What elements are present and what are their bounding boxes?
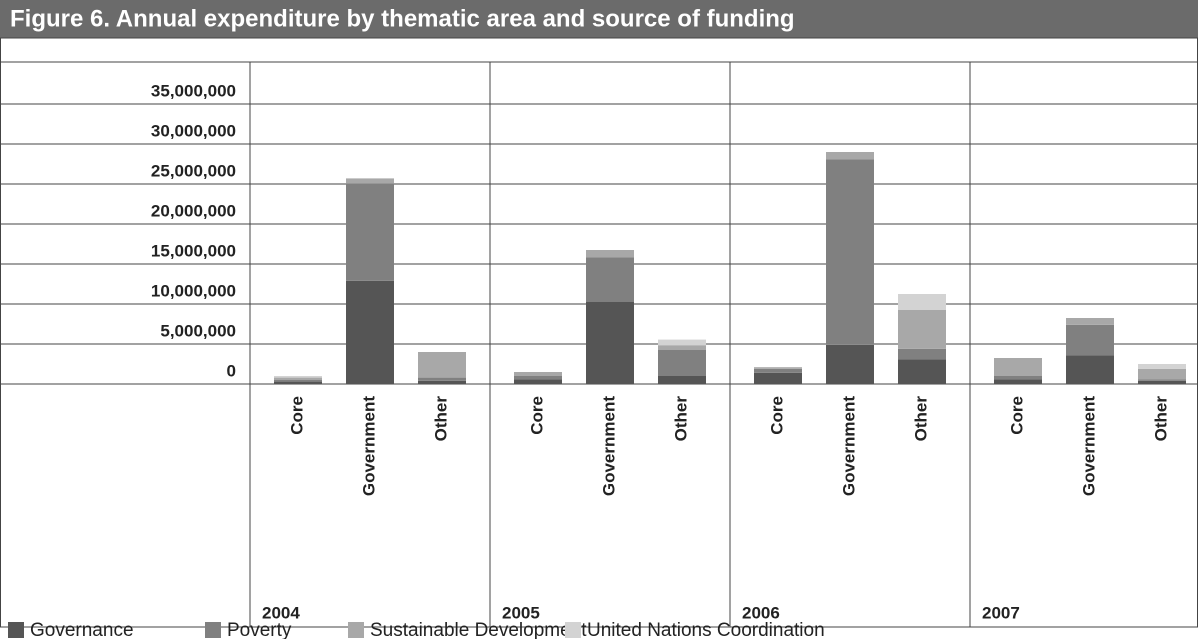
bar-segment [658,345,706,350]
bar-segment [418,380,466,384]
bar-segment [418,352,466,378]
bar-segment [754,367,802,369]
bar-segment [826,152,874,160]
bar-segment [586,250,634,258]
legend-label: Sustainable Development [370,620,587,639]
group-label: 2006 [742,603,780,622]
bar-segment [898,294,946,310]
bar-segment [274,380,322,382]
x-tick-label: Government [599,396,618,496]
bar-segment [1066,355,1114,384]
y-tick-label: 25,000,000 [151,161,236,180]
x-tick-label: Core [527,396,546,435]
legend-swatch [348,622,364,638]
bar-segment [826,344,874,384]
legend-swatch [8,622,24,638]
bar-segment [514,372,562,376]
bar-segment [994,358,1042,376]
bar-segment [1138,368,1186,380]
bar-segment [1138,380,1186,384]
x-tick-label: Government [839,396,858,496]
y-tick-label: 20,000,000 [151,201,236,220]
y-tick-label: 15,000,000 [151,241,236,260]
group-label: 2005 [502,603,540,622]
y-tick-label: 5,000,000 [160,321,236,340]
bar-segment [658,376,706,384]
legend-label: United Nations Coordination [587,620,825,639]
bar-segment [898,359,946,384]
x-tick-label: Government [1079,396,1098,496]
bar-segment [898,348,946,360]
bar-segment [1066,318,1114,325]
bar-segment [658,339,706,346]
bar-segment [754,372,802,384]
bar-segment [274,376,322,378]
x-tick-label: Core [767,396,786,435]
y-tick-label: 35,000,000 [151,81,236,100]
bar-segment [658,350,706,376]
bar-segment [346,183,394,281]
y-tick-label: 30,000,000 [151,121,236,140]
bar-segment [514,376,562,380]
bar-segment [994,379,1042,384]
bar-segment [1138,364,1186,369]
x-tick-label: Other [671,396,690,442]
x-tick-label: Core [287,396,306,435]
title-bar [0,0,1198,38]
x-tick-label: Government [359,396,378,496]
bar-segment [274,381,322,384]
bar-segment [274,377,322,380]
legend-label: Governance [30,620,134,639]
x-tick-label: Other [431,396,450,442]
bar-segment [418,377,466,381]
x-tick-label: Other [1151,396,1170,442]
legend-swatch [205,622,221,638]
bar-segment [586,302,634,384]
legend-swatch [565,622,581,638]
legend-label: Poverty [227,620,292,639]
group-label: 2007 [982,603,1020,622]
y-tick-label: 0 [227,361,236,380]
bar-segment [346,178,394,184]
x-tick-label: Core [1007,396,1026,435]
x-tick-label: Other [911,396,930,442]
chart-title: Figure 6. Annual expenditure by thematic… [10,5,795,32]
bar-segment [994,376,1042,380]
bar-segment [514,379,562,384]
bar-segment [346,280,394,384]
y-tick-label: 10,000,000 [151,281,236,300]
bar-segment [898,310,946,349]
bar-segment [754,368,802,373]
group-label: 2004 [262,603,300,622]
bar-segment [1066,324,1114,356]
bar-segment [826,159,874,345]
bar-segment [586,257,634,302]
bar-segment [1138,379,1186,381]
